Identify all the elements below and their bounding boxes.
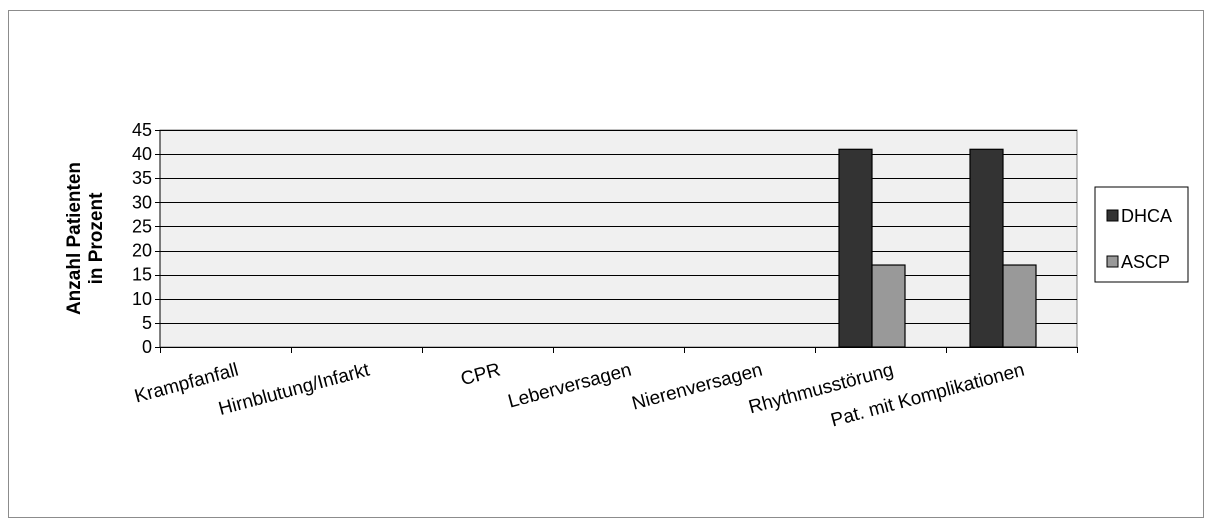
y-tick-label: 30 — [132, 192, 152, 212]
legend-swatch-ascp — [1106, 255, 1119, 268]
y-tick-label: 0 — [142, 337, 152, 357]
plot-area — [159, 129, 1078, 348]
bar-dhca-6 — [969, 148, 1004, 348]
bar-dhca-5 — [838, 148, 873, 348]
x-category-label: Nierenversagen — [630, 360, 765, 415]
legend-label-dhca: DHCA — [1121, 206, 1172, 226]
y-axis-label-line-2: in Prozent — [86, 192, 107, 285]
bar-ascp-5 — [871, 264, 906, 348]
legend-label-ascp: ASCP — [1121, 252, 1170, 272]
x-category-label: Leberversagen — [506, 360, 634, 413]
y-axis-label-line-1: Anzahl Patienten — [64, 162, 85, 315]
y-tick-label: 20 — [132, 241, 152, 261]
y-tick-label: 25 — [132, 216, 152, 236]
x-category-label: CPR — [459, 360, 503, 391]
bar-ascp-6 — [1002, 264, 1037, 348]
y-tick-label: 15 — [132, 265, 152, 285]
y-tick-label: 35 — [132, 168, 152, 188]
legend: DHCA ASCP — [1094, 186, 1189, 283]
legend-swatch-dhca — [1106, 209, 1119, 222]
y-tick-label: 5 — [142, 313, 152, 333]
y-tick-label: 45 — [132, 120, 152, 140]
x-category-label: Hirnblutung/Infarkt — [216, 359, 372, 420]
y-tick-label: 10 — [132, 289, 152, 309]
y-tick-label: 40 — [132, 144, 152, 164]
